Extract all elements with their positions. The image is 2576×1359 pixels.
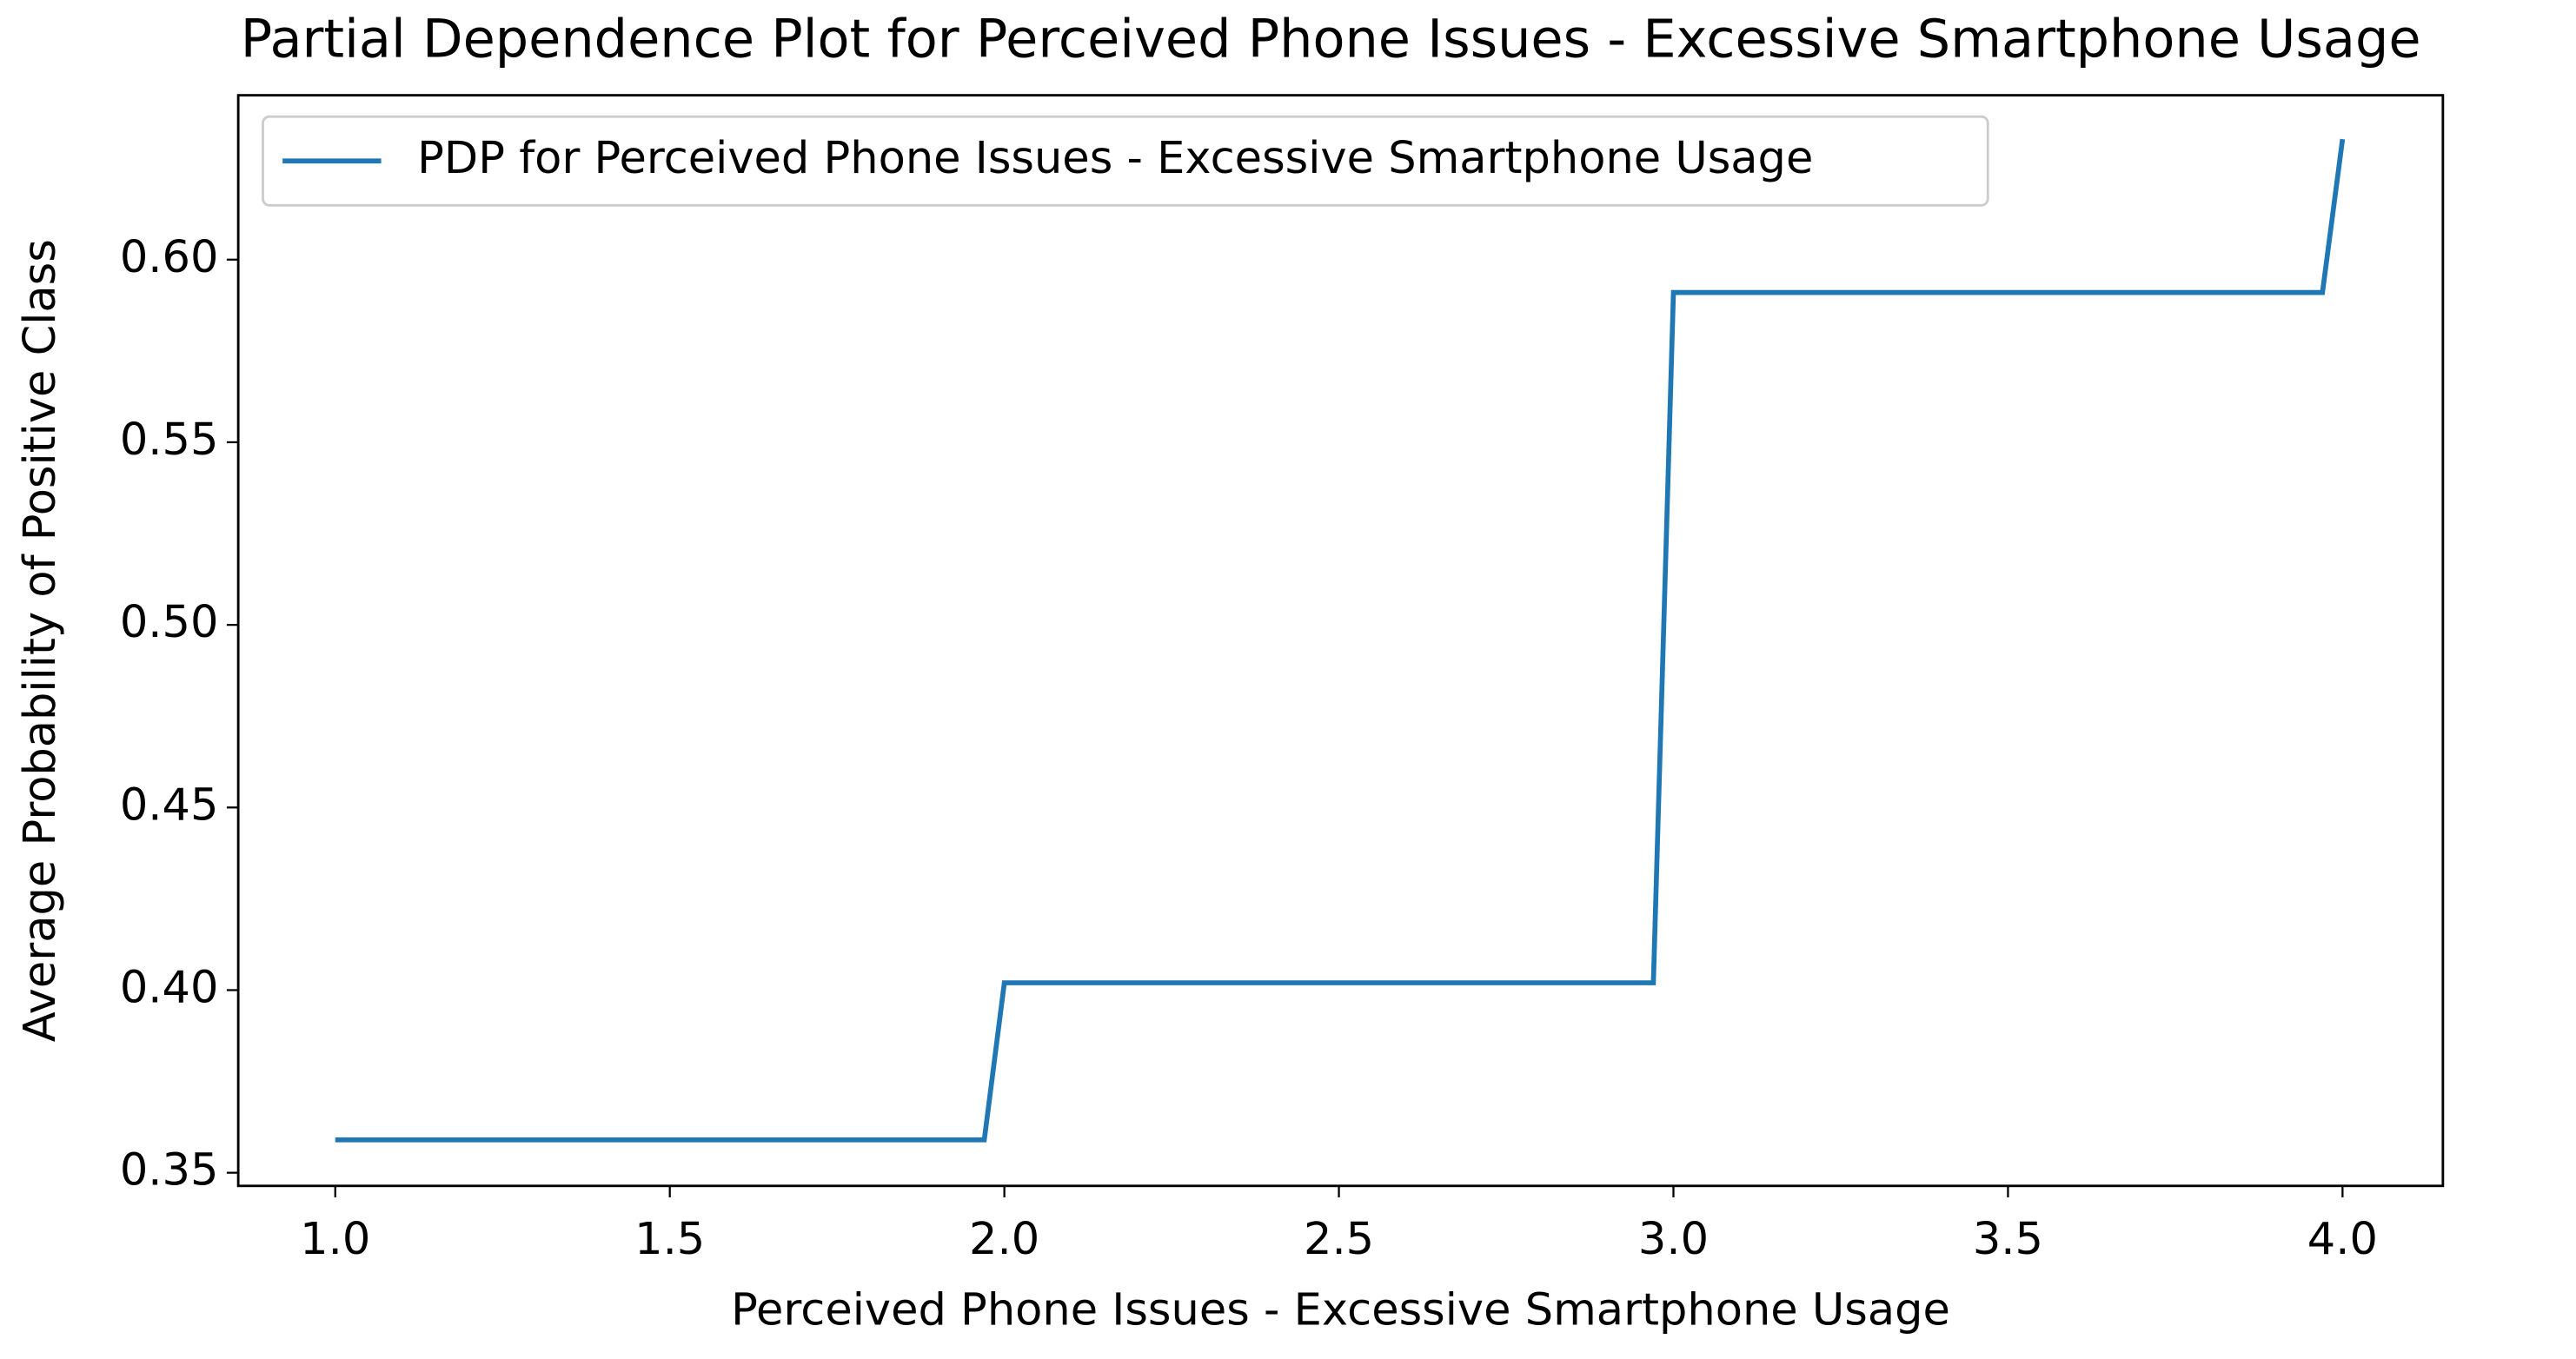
x-axis-label: Perceived Phone Issues - Excessive Smart… (731, 1284, 1950, 1336)
data-line (335, 138, 2346, 1143)
y-tick-label: 0.40 (120, 962, 219, 1013)
x-tick-label: 4.0 (2307, 1214, 2378, 1265)
legend-label: PDP for Perceived Phone Issues - Excessi… (417, 133, 1813, 184)
chart-title: Partial Dependence Plot for Perceived Ph… (241, 10, 2421, 70)
x-tick-label: 2.5 (1304, 1214, 1374, 1265)
x-tick-label: 1.0 (300, 1214, 370, 1265)
y-tick-label: 0.60 (120, 232, 219, 283)
y-tick-label: 0.50 (120, 597, 219, 648)
y-axis-label: Average Probability of Positive Class (15, 239, 66, 1042)
y-tick-label: 0.55 (120, 414, 219, 466)
x-tick-label: 1.5 (634, 1214, 705, 1265)
plot-frame (236, 94, 2445, 1188)
y-tick-label: 0.45 (120, 779, 219, 831)
x-tick-label: 2.0 (969, 1214, 1039, 1265)
x-tick-label: 3.0 (1638, 1214, 1709, 1265)
x-tick-label: 3.5 (1973, 1214, 2043, 1265)
y-tick-label: 0.35 (120, 1145, 219, 1197)
legend-box (262, 115, 1989, 207)
